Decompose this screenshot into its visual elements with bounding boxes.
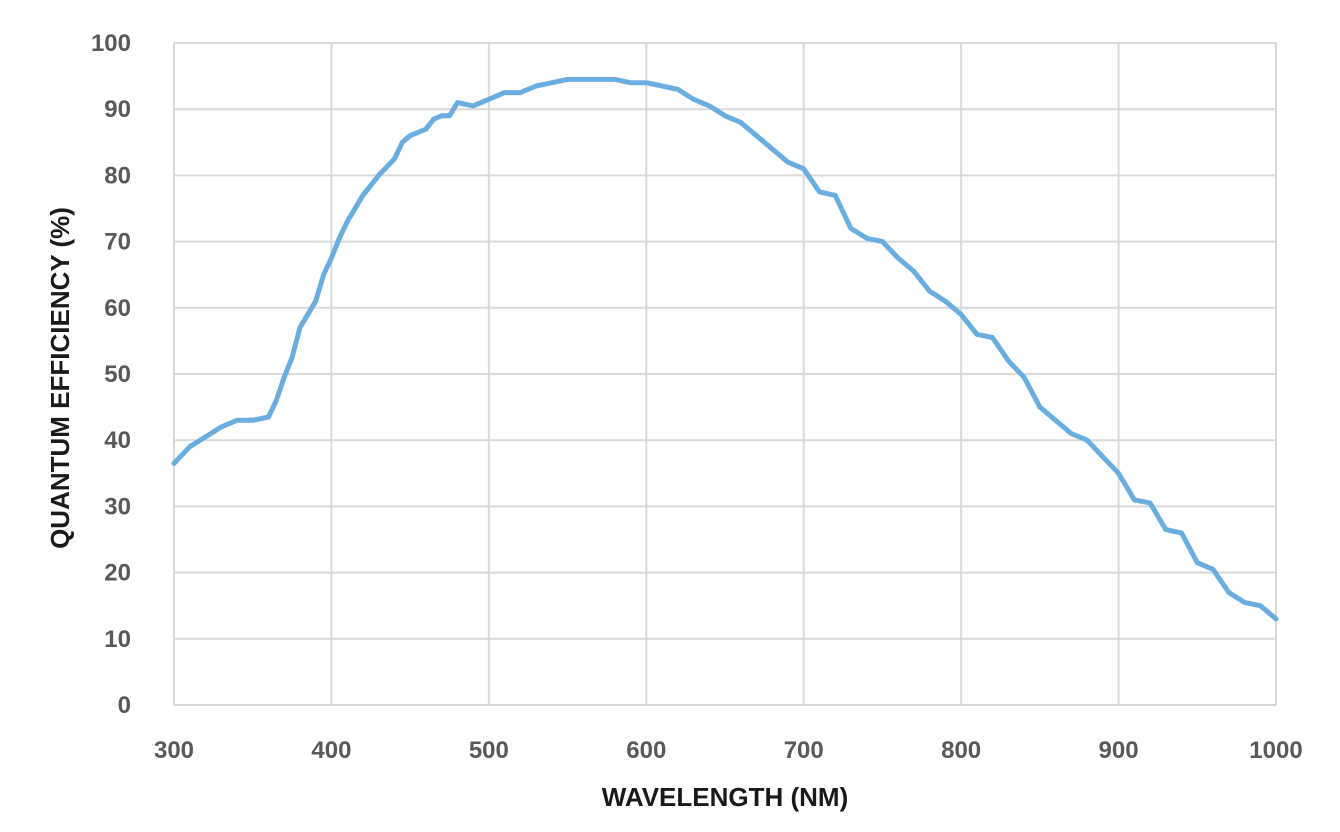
y-tick-label-10: 10: [104, 626, 131, 653]
x-tick-label-300: 300: [154, 737, 194, 764]
x-tick-label-500: 500: [469, 737, 509, 764]
x-tick-label-900: 900: [1099, 737, 1139, 764]
y-tick-label-30: 30: [104, 493, 131, 520]
y-tick-label-70: 70: [104, 229, 131, 256]
y-tick-label-20: 20: [104, 560, 131, 587]
y-tick-label-50: 50: [104, 361, 131, 388]
y-tick-label-90: 90: [104, 96, 131, 123]
y-tick-labels: 0 10 20 30 40 50 60 70 80 90 100: [91, 30, 131, 719]
x-tick-label-800: 800: [941, 737, 981, 764]
grid-layer: [173, 42, 1277, 706]
x-tick-label-400: 400: [311, 737, 351, 764]
y-tick-label-100: 100: [91, 30, 131, 57]
x-tick-label-700: 700: [784, 737, 824, 764]
x-tick-labels: 300 400 500 600 700 800 900 1000: [154, 737, 1303, 764]
y-axis-label: QUANTUM EFFICIENCY (%): [45, 207, 75, 549]
series-line-0: [171, 76, 1279, 622]
y-tick-label-60: 60: [104, 295, 131, 322]
y-tick-label-80: 80: [104, 162, 131, 189]
y-tick-label-40: 40: [104, 427, 131, 454]
series-layer: [171, 76, 1279, 622]
x-tick-label-600: 600: [626, 737, 666, 764]
x-tick-label-1000: 1000: [1249, 737, 1302, 764]
x-axis-label: WAVELENGTH (NM): [602, 782, 849, 812]
y-tick-label-0: 0: [118, 692, 131, 719]
